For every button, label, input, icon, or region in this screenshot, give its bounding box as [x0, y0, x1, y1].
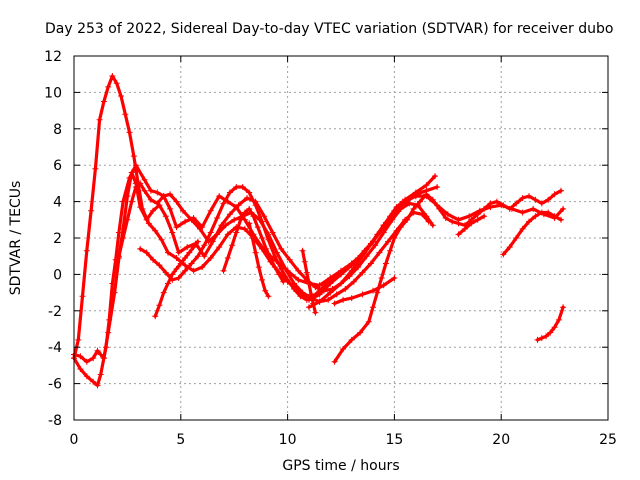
- y-tick-label: 6: [53, 158, 62, 174]
- x-tick-label: 25: [599, 432, 617, 448]
- x-tick-label: 5: [176, 432, 185, 448]
- series-track-14: [500, 209, 564, 258]
- series-line: [501, 210, 563, 256]
- grid: [74, 56, 608, 420]
- data-point-markers: [455, 213, 488, 238]
- series-track-15: [534, 304, 567, 343]
- y-tick-label: 10: [44, 85, 62, 101]
- y-tick-label: 12: [44, 49, 62, 65]
- series-track-7: [220, 205, 287, 285]
- data-point-markers: [500, 209, 564, 258]
- series-track-8: [246, 220, 272, 300]
- x-tick-label: 20: [492, 432, 510, 448]
- series-track-12: [331, 275, 398, 307]
- y-tick-label: -6: [48, 377, 62, 393]
- x-axis-label: GPS time / hours: [282, 458, 399, 474]
- series-track-10: [306, 193, 567, 311]
- y-axis-label: SDTVAR / TECUs: [8, 181, 24, 296]
- y-tick-label: -4: [48, 340, 62, 356]
- data-point-markers: [246, 220, 272, 300]
- series-track-13: [455, 213, 488, 238]
- axes: -8 -6 -4 -2 0 2 4 6 8 10 12 0 5 10 15 20 25: [44, 49, 617, 448]
- y-tick-label: -8: [48, 413, 62, 429]
- data-point-markers: [331, 275, 398, 307]
- series-track-6: [152, 238, 201, 320]
- data-point-markers: [220, 205, 287, 285]
- data-series: [71, 73, 567, 389]
- data-point-markers: [534, 304, 567, 343]
- data-point-markers: [152, 238, 201, 320]
- y-tick-label: 0: [53, 267, 62, 283]
- data-point-markers: [331, 187, 564, 365]
- chart-title: Day 253 of 2022, Sidereal Day-to-day VTE…: [45, 21, 613, 37]
- x-tick-label: 10: [279, 432, 297, 448]
- y-tick-label: 2: [53, 231, 62, 247]
- y-tick-label: 8: [53, 122, 62, 138]
- x-tick-label: 0: [70, 432, 79, 448]
- y-tick-label: -2: [48, 304, 62, 320]
- series-track-11: [331, 187, 564, 365]
- series-line: [72, 170, 435, 387]
- x-tick-label: 15: [385, 432, 403, 448]
- y-tick-label: 4: [53, 195, 62, 211]
